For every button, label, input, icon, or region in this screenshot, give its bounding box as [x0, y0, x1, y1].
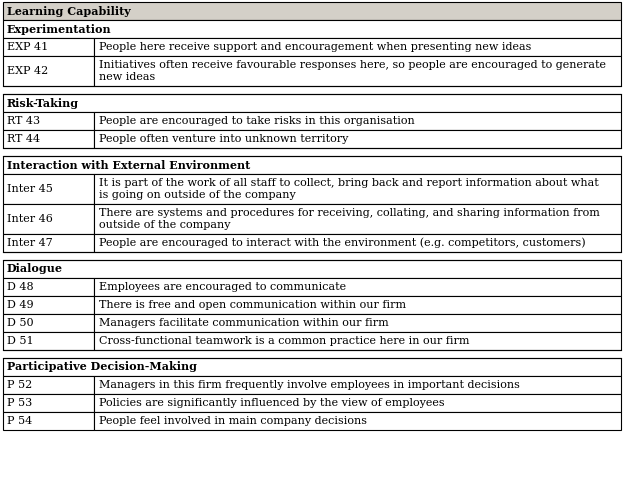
Text: Inter 47: Inter 47	[7, 238, 53, 248]
Text: Managers facilitate communication within our firm: Managers facilitate communication within…	[99, 318, 389, 328]
Text: is going on outside of the company: is going on outside of the company	[99, 190, 296, 200]
Text: D 48: D 48	[7, 282, 34, 292]
Text: People are encouraged to take risks in this organisation: People are encouraged to take risks in t…	[99, 116, 415, 126]
Text: P 53: P 53	[7, 398, 32, 408]
Bar	[3, 278, 94, 296]
Bar	[3, 260, 621, 278]
Text: It is part of the work of all staff to collect, bring back and report informatio: It is part of the work of all staff to c…	[99, 178, 599, 188]
Bar	[94, 296, 621, 314]
Bar	[94, 38, 621, 56]
Bar	[94, 130, 621, 148]
Text: People feel involved in main company decisions: People feel involved in main company dec…	[99, 416, 368, 426]
Text: D 50: D 50	[7, 318, 34, 328]
Text: People here receive support and encouragement when presenting new ideas: People here receive support and encourag…	[99, 42, 532, 52]
Bar	[3, 56, 94, 86]
Bar	[94, 278, 621, 296]
Bar	[3, 314, 94, 332]
Text: People are encouraged to interact with the environment (e.g. competitors, custom: People are encouraged to interact with t…	[99, 238, 586, 248]
Bar	[94, 394, 621, 412]
Text: Learning Capability: Learning Capability	[7, 5, 131, 16]
Text: Policies are significantly influenced by the view of employees: Policies are significantly influenced by…	[99, 398, 445, 408]
Bar	[3, 112, 94, 130]
Bar	[3, 412, 94, 430]
Bar	[3, 358, 621, 376]
Text: There are systems and procedures for receiving, collating, and sharing informati: There are systems and procedures for rec…	[99, 208, 600, 218]
Text: Cross-functional teamwork is a common practice here in our firm: Cross-functional teamwork is a common pr…	[99, 336, 470, 346]
Bar	[3, 38, 94, 56]
Bar	[3, 174, 94, 204]
Text: Risk-Taking: Risk-Taking	[7, 98, 79, 109]
Text: Inter 46: Inter 46	[7, 214, 53, 224]
Text: D 51: D 51	[7, 336, 34, 346]
Text: EXP 42: EXP 42	[7, 66, 48, 76]
Text: RT 44: RT 44	[7, 134, 40, 144]
Text: P 54: P 54	[7, 416, 32, 426]
Text: EXP 41: EXP 41	[7, 42, 48, 52]
Text: Inter 45: Inter 45	[7, 184, 53, 194]
Text: People often venture into unknown territory: People often venture into unknown territ…	[99, 134, 349, 144]
Bar	[94, 332, 621, 350]
Text: P 52: P 52	[7, 380, 32, 390]
Bar	[94, 112, 621, 130]
Bar	[94, 234, 621, 252]
Text: There is free and open communication within our firm: There is free and open communication wit…	[99, 300, 407, 310]
Text: RT 43: RT 43	[7, 116, 40, 126]
Text: Employees are encouraged to communicate: Employees are encouraged to communicate	[99, 282, 346, 292]
Text: Participative Decision-Making: Participative Decision-Making	[7, 362, 197, 373]
Text: Interaction with External Environment: Interaction with External Environment	[7, 160, 250, 171]
Bar	[3, 2, 621, 20]
Text: outside of the company: outside of the company	[99, 220, 231, 230]
Text: Initiatives often receive favourable responses here, so people are encouraged to: Initiatives often receive favourable res…	[99, 60, 607, 70]
Text: Managers in this firm frequently involve employees in important decisions: Managers in this firm frequently involve…	[99, 380, 520, 390]
Bar	[3, 130, 94, 148]
Bar	[94, 204, 621, 234]
Text: new ideas: new ideas	[99, 72, 156, 82]
Bar	[94, 376, 621, 394]
Bar	[94, 174, 621, 204]
Bar	[3, 94, 621, 112]
Bar	[94, 56, 621, 86]
Bar	[3, 156, 621, 174]
Bar	[3, 204, 94, 234]
Bar	[3, 234, 94, 252]
Bar	[3, 332, 94, 350]
Bar	[94, 314, 621, 332]
Bar	[3, 376, 94, 394]
Bar	[3, 296, 94, 314]
Bar	[3, 20, 621, 38]
Bar	[94, 412, 621, 430]
Text: Experimentation: Experimentation	[7, 23, 112, 34]
Text: Dialogue: Dialogue	[7, 263, 63, 274]
Text: D 49: D 49	[7, 300, 34, 310]
Bar	[3, 394, 94, 412]
